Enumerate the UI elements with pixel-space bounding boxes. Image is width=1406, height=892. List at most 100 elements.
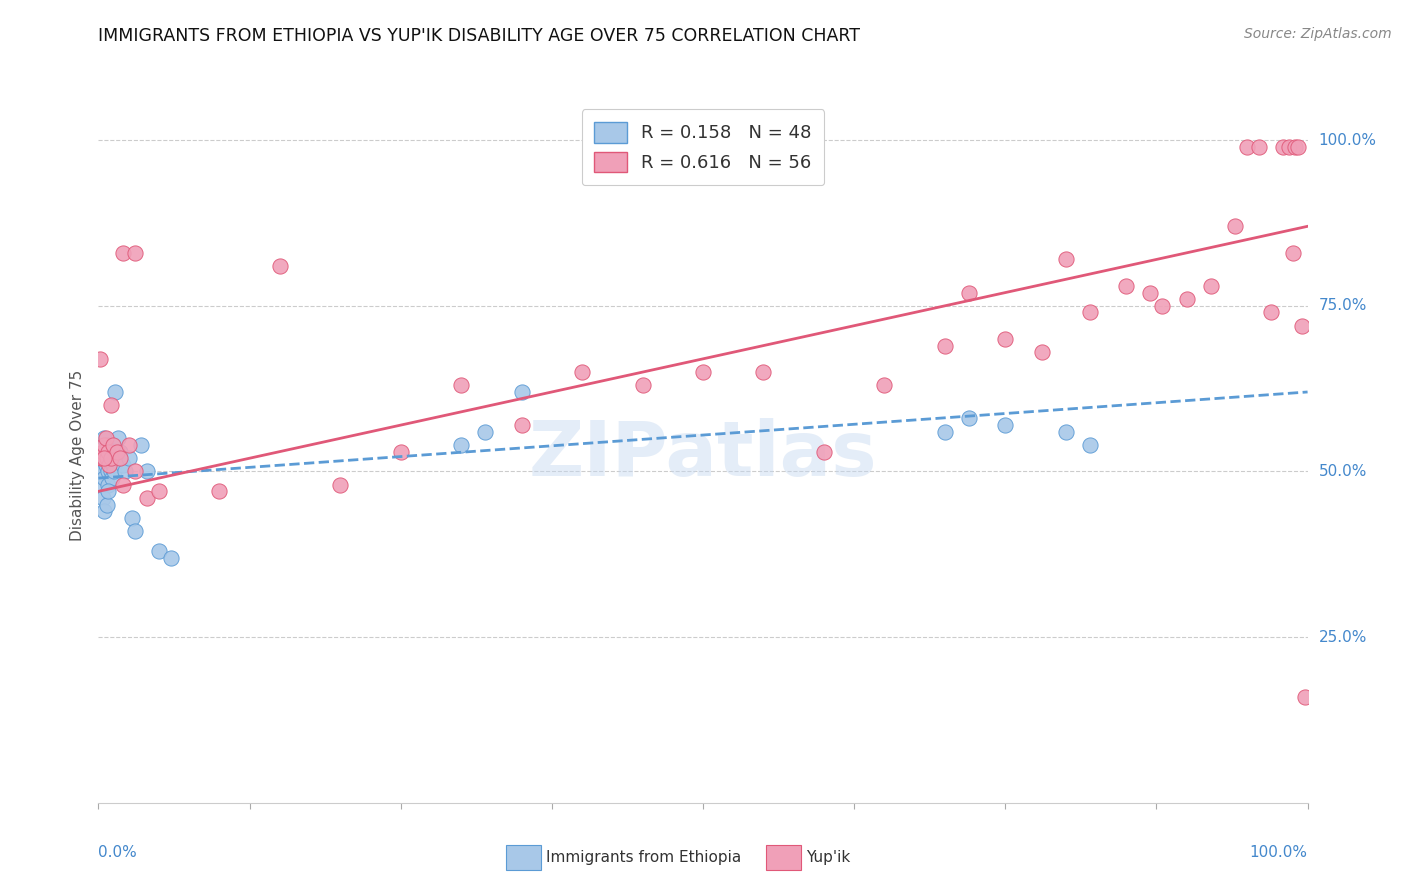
- Point: [1236, 140, 1258, 154]
- Point: [96, 498, 118, 512]
- Legend: R = 0.158   N = 48, R = 0.616   N = 56: R = 0.158 N = 48, R = 0.616 N = 56: [582, 109, 824, 186]
- Point: [510, 384, 533, 399]
- Point: [1031, 345, 1053, 359]
- Point: [813, 444, 835, 458]
- Point: [100, 398, 122, 412]
- Text: 25.0%: 25.0%: [1319, 630, 1367, 645]
- Point: [108, 451, 131, 466]
- Point: [121, 511, 143, 525]
- Point: [107, 431, 129, 445]
- Point: [1284, 140, 1306, 154]
- Point: [90, 451, 112, 466]
- Point: [1278, 140, 1301, 154]
- Text: IMMIGRANTS FROM ETHIOPIA VS YUP'IK DISABILITY AGE OVER 75 CORRELATION CHART: IMMIGRANTS FROM ETHIOPIA VS YUP'IK DISAB…: [98, 27, 860, 45]
- Text: ZIPatlas: ZIPatlas: [529, 418, 877, 491]
- Point: [96, 438, 118, 452]
- Point: [94, 458, 117, 472]
- Point: [124, 524, 146, 538]
- Point: [873, 378, 896, 392]
- Point: [105, 444, 128, 458]
- Point: [97, 484, 120, 499]
- Point: [93, 431, 115, 445]
- Point: [103, 465, 125, 479]
- Point: [100, 451, 122, 466]
- Point: [91, 477, 114, 491]
- Text: Source: ZipAtlas.com: Source: ZipAtlas.com: [1244, 27, 1392, 41]
- Point: [100, 451, 122, 466]
- Point: [100, 471, 122, 485]
- Point: [111, 458, 134, 472]
- Point: [91, 444, 114, 458]
- Point: [1286, 140, 1309, 154]
- Point: [89, 351, 111, 366]
- Point: [91, 451, 114, 466]
- Point: [98, 444, 121, 458]
- Point: [98, 451, 121, 466]
- Point: [111, 245, 134, 260]
- Point: [101, 458, 124, 472]
- Point: [450, 378, 472, 392]
- Point: [1272, 140, 1295, 154]
- Point: [118, 438, 141, 452]
- Point: [105, 451, 128, 466]
- Point: [93, 451, 115, 466]
- Point: [1249, 140, 1271, 154]
- Point: [571, 365, 593, 379]
- Point: [97, 444, 120, 458]
- Point: [101, 438, 124, 452]
- Point: [148, 544, 170, 558]
- Point: [474, 425, 496, 439]
- Point: [93, 471, 115, 485]
- Point: [934, 425, 956, 439]
- Point: [90, 465, 112, 479]
- Text: 75.0%: 75.0%: [1319, 298, 1367, 313]
- Point: [631, 378, 654, 392]
- Text: 100.0%: 100.0%: [1250, 845, 1308, 860]
- Point: [208, 484, 231, 499]
- Point: [108, 444, 131, 458]
- Text: Immigrants from Ethiopia: Immigrants from Ethiopia: [546, 850, 741, 864]
- Point: [994, 418, 1017, 433]
- Point: [124, 245, 146, 260]
- Point: [450, 438, 472, 452]
- Point: [1294, 690, 1316, 704]
- Point: [104, 384, 127, 399]
- Point: [94, 444, 117, 458]
- Point: [1139, 285, 1161, 300]
- Text: 0.0%: 0.0%: [98, 845, 138, 860]
- Point: [97, 465, 120, 479]
- Point: [124, 465, 146, 479]
- Point: [91, 451, 114, 466]
- Point: [96, 451, 118, 466]
- Point: [269, 259, 291, 273]
- Point: [135, 491, 157, 505]
- Point: [129, 438, 152, 452]
- Point: [1152, 299, 1174, 313]
- Point: [93, 438, 115, 452]
- Point: [1291, 318, 1313, 333]
- Point: [329, 477, 352, 491]
- Text: 100.0%: 100.0%: [1319, 133, 1376, 148]
- Text: Yup'ik: Yup'ik: [806, 850, 849, 864]
- Point: [91, 465, 114, 479]
- Point: [1260, 305, 1282, 319]
- Point: [89, 458, 111, 472]
- Point: [692, 365, 714, 379]
- Point: [135, 465, 157, 479]
- Point: [1199, 279, 1222, 293]
- Point: [1175, 292, 1198, 306]
- Point: [94, 431, 117, 445]
- Point: [510, 418, 533, 433]
- Point: [1282, 245, 1305, 260]
- Point: [97, 477, 120, 491]
- Point: [160, 550, 183, 565]
- Point: [1115, 279, 1137, 293]
- Point: [1078, 438, 1101, 452]
- Point: [96, 451, 118, 466]
- Point: [994, 332, 1017, 346]
- Point: [1078, 305, 1101, 319]
- Point: [1054, 425, 1077, 439]
- Point: [98, 458, 121, 472]
- Point: [100, 465, 122, 479]
- Point: [148, 484, 170, 499]
